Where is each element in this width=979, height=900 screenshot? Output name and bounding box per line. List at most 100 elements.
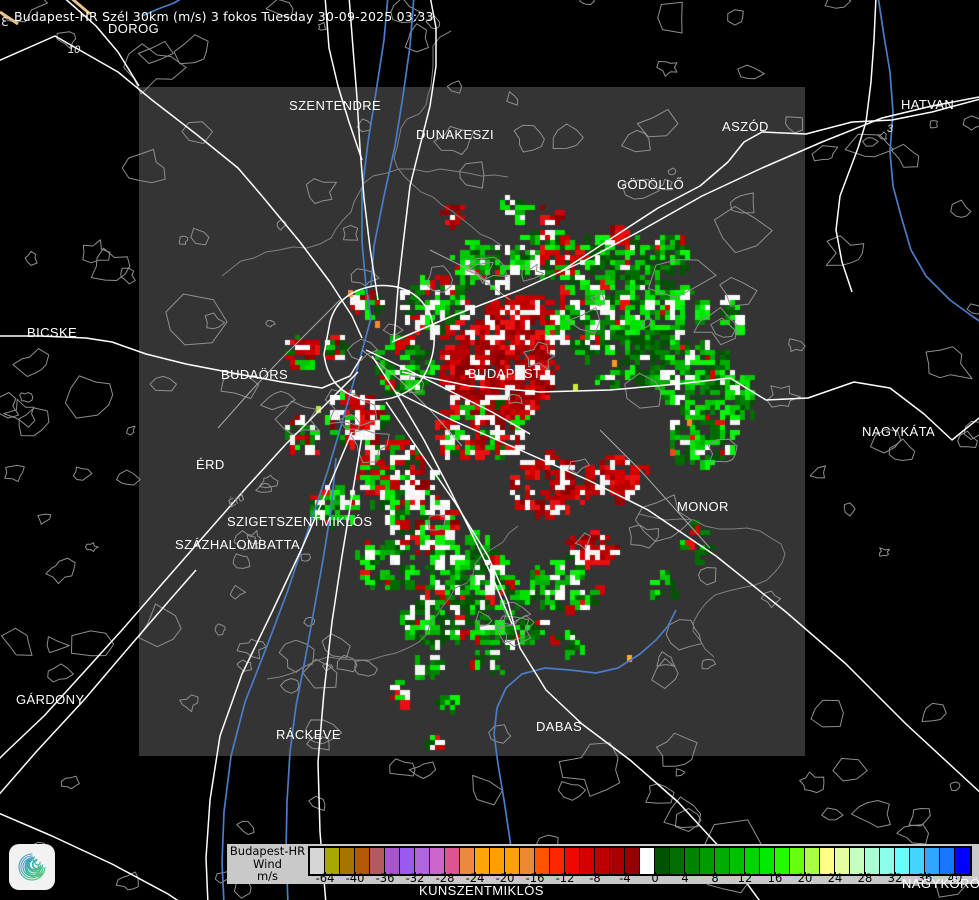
terrain-blob (276, 219, 287, 231)
river-line (221, 317, 372, 900)
legend-tick-mark (895, 872, 896, 876)
city-label: SZENTENDRE (289, 98, 382, 113)
terrain-blob (178, 235, 189, 245)
minor-road-line (429, 249, 511, 301)
road-line (851, 0, 877, 165)
road-line (317, 435, 363, 900)
terrain-blob (165, 293, 228, 346)
terrain-blob (60, 775, 80, 790)
terrain-blob (488, 724, 512, 744)
legend-tick-mark (625, 872, 626, 876)
legend-swatch (640, 848, 655, 874)
legend-swatch (535, 848, 550, 874)
legend-tick-mark (745, 872, 746, 876)
terrain-blob (19, 392, 34, 403)
terrain-blob (3, 398, 36, 428)
city-label: DOROG (108, 21, 160, 36)
radar-title: Budapest-HR Szél 30km (m/s) 3 fokos Tues… (14, 9, 434, 24)
terrain-blob (408, 375, 424, 393)
road-line (348, 0, 379, 301)
terrain-blob (115, 871, 139, 891)
legend-tick-label: -32 (405, 871, 425, 885)
terrain-blob (567, 307, 601, 334)
cyclone-spiral-logo[interactable] (9, 844, 55, 890)
terrain-blob (496, 615, 530, 644)
legend-swatch (685, 848, 700, 874)
terrain-blob (47, 663, 74, 683)
terrain-blob (896, 824, 929, 845)
city-label: ÉRD (196, 457, 225, 472)
city-label: ASZÓD (722, 119, 769, 134)
terrain-blob (64, 375, 114, 419)
terrain-blob (446, 80, 463, 94)
motorway-segment (71, 0, 91, 16)
terrain-blob (18, 407, 50, 437)
terrain-blob (467, 256, 508, 281)
road-line (365, 349, 531, 435)
terrain-blob (843, 502, 856, 517)
legend-tick-label: -40 (345, 871, 365, 885)
legend-swatch (670, 848, 685, 874)
terrain-blob (173, 34, 209, 65)
terrain-blob (821, 807, 844, 821)
terrain-blob (45, 557, 76, 584)
terrain-blob (466, 261, 494, 284)
legend-swatch (550, 848, 565, 874)
legend-swatch (940, 848, 955, 874)
legend-tick-mark (715, 872, 716, 876)
terrain-blob (552, 123, 584, 149)
terrain-blob (120, 267, 136, 285)
terrain-blob (181, 121, 213, 144)
cyclone-spiral-icon (18, 853, 46, 881)
river-line (370, 0, 415, 287)
legend-title-line3: m/s (256, 869, 279, 883)
legend-tick-mark (595, 872, 596, 876)
terrain-blob (204, 312, 226, 330)
terrain-blob (574, 532, 591, 550)
road-line (393, 0, 437, 341)
terrain-blob (719, 276, 758, 307)
terrain-blob (433, 126, 475, 155)
terrain-blob (500, 601, 532, 626)
river-line (361, 0, 389, 319)
road-line (401, 371, 979, 441)
legend-tick-mark (535, 872, 536, 876)
terrain-blob (347, 338, 379, 362)
terrain-blob (579, 0, 595, 5)
legend-swatch (925, 848, 940, 874)
terrain-blob (4, 464, 25, 482)
legend-tick-label: -24 (465, 871, 485, 885)
terrain-blob (651, 658, 679, 689)
legend-tick-mark (385, 872, 386, 876)
terrain-blob (925, 346, 973, 380)
terrain-blob (425, 265, 453, 293)
road-line (0, 371, 359, 760)
terrain-blob (24, 250, 38, 266)
legend-tick-mark (325, 872, 326, 876)
terrain-blob (404, 23, 429, 53)
city-label: SZIGETSZENTMIKLÓS (227, 514, 373, 529)
terrain-blob (825, 235, 865, 266)
legend-swatch (835, 848, 850, 874)
legend-tick-mark (925, 872, 926, 876)
legend-swatch (520, 848, 535, 874)
legend-swatch (745, 848, 760, 874)
terrain-blob (258, 474, 279, 489)
terrain-blob (788, 338, 806, 352)
terrain-blob (179, 694, 199, 713)
terrain-blob (497, 615, 535, 647)
legend-swatch (445, 848, 460, 874)
legend-swatch (895, 848, 910, 874)
legend-swatch (310, 848, 325, 874)
terrain-blob (675, 768, 686, 777)
legend-swatch (730, 848, 745, 874)
terrain-blob (260, 390, 296, 411)
terrain-blob (641, 318, 652, 329)
terrain-blob (506, 91, 519, 106)
city-label: GÖDÖLLŐ (617, 177, 685, 192)
legend-tick-label: 20 (797, 871, 813, 885)
legend-tick-label: -28 (435, 871, 455, 885)
city-label: NAGYKŐRÖS (902, 876, 979, 891)
legend-tick-label: 24 (827, 871, 843, 885)
legend-swatch (475, 848, 490, 874)
